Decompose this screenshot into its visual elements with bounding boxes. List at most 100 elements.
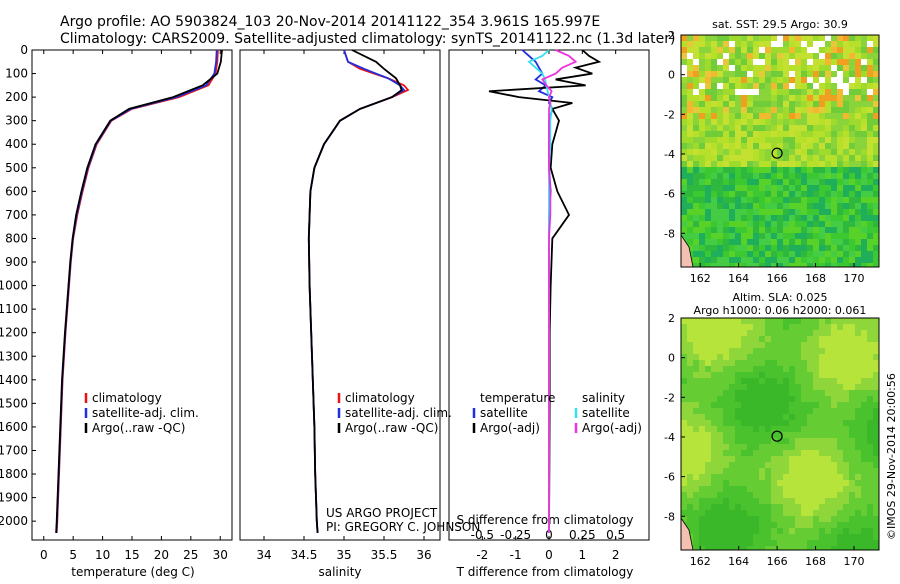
map-cell bbox=[819, 510, 825, 516]
map-cell bbox=[747, 263, 753, 267]
map-cell bbox=[789, 125, 795, 131]
map-cell bbox=[735, 522, 741, 528]
map-y-tick-label: -6 bbox=[664, 188, 675, 201]
map-cell bbox=[855, 468, 861, 474]
map-cell bbox=[795, 444, 801, 450]
map-cell bbox=[741, 396, 747, 402]
map-cell bbox=[867, 77, 873, 83]
map-cell bbox=[819, 522, 825, 528]
map-cell bbox=[759, 546, 765, 550]
map-cell bbox=[813, 77, 819, 83]
map-cell bbox=[753, 510, 759, 516]
map-cell bbox=[801, 450, 807, 456]
map-cell bbox=[681, 378, 687, 384]
map-cell bbox=[741, 251, 747, 257]
map-cell bbox=[717, 251, 723, 257]
map-cell bbox=[765, 420, 771, 426]
map-cell bbox=[717, 336, 723, 342]
map-cell bbox=[729, 462, 735, 468]
map-cell bbox=[729, 155, 735, 161]
map-cell bbox=[783, 95, 789, 101]
map-cell bbox=[759, 179, 765, 185]
map-cell bbox=[681, 215, 687, 221]
map-cell bbox=[849, 408, 855, 414]
map-cell bbox=[705, 209, 711, 215]
map-cell bbox=[831, 324, 837, 330]
map-cell bbox=[825, 492, 831, 498]
map-cell bbox=[687, 360, 693, 366]
y-tick-label: 800 bbox=[5, 231, 28, 245]
map-cell bbox=[747, 149, 753, 155]
map-cell bbox=[825, 143, 831, 149]
map-cell bbox=[729, 510, 735, 516]
map-cell bbox=[753, 59, 759, 65]
map-cell bbox=[831, 336, 837, 342]
map-cell bbox=[789, 137, 795, 143]
map-cell bbox=[843, 77, 849, 83]
map-cell bbox=[825, 546, 831, 550]
map-cell bbox=[855, 504, 861, 510]
map-cell bbox=[765, 468, 771, 474]
map-cell bbox=[747, 257, 753, 263]
map-cell bbox=[723, 125, 729, 131]
map-cell bbox=[837, 324, 843, 330]
map-cell bbox=[873, 161, 879, 167]
map-cell bbox=[753, 492, 759, 498]
map-cell bbox=[867, 185, 873, 191]
map-cell bbox=[699, 173, 705, 179]
map-cell bbox=[747, 107, 753, 113]
map-cell bbox=[747, 540, 753, 546]
map-cell bbox=[843, 468, 849, 474]
map-cell bbox=[735, 456, 741, 462]
map-cell bbox=[753, 209, 759, 215]
map-cell bbox=[837, 77, 843, 83]
map-cell bbox=[735, 143, 741, 149]
map-cell bbox=[765, 438, 771, 444]
map-cell bbox=[765, 95, 771, 101]
map-cell bbox=[723, 372, 729, 378]
map-cell bbox=[753, 173, 759, 179]
map-cell bbox=[705, 342, 711, 348]
map-cell bbox=[795, 462, 801, 468]
map-cell bbox=[753, 372, 759, 378]
map-cell bbox=[837, 59, 843, 65]
map-cell bbox=[777, 161, 783, 167]
map-cell bbox=[681, 41, 687, 47]
map-cell bbox=[747, 396, 753, 402]
map-cell bbox=[705, 480, 711, 486]
map-cell bbox=[819, 480, 825, 486]
map-cell bbox=[711, 468, 717, 474]
map-cell bbox=[873, 191, 879, 197]
map-cell bbox=[699, 155, 705, 161]
map-cell bbox=[777, 540, 783, 546]
map-cell bbox=[705, 456, 711, 462]
map-cell bbox=[735, 149, 741, 155]
map-y-tick-label: -6 bbox=[664, 471, 675, 484]
map-cell bbox=[681, 131, 687, 137]
map-cell bbox=[705, 540, 711, 546]
map-cell bbox=[807, 83, 813, 89]
map-cell bbox=[825, 510, 831, 516]
map-cell bbox=[735, 185, 741, 191]
map-cell bbox=[771, 167, 777, 173]
map-cell bbox=[729, 239, 735, 245]
map-cell bbox=[861, 155, 867, 161]
map-cell bbox=[741, 47, 747, 53]
map-cell bbox=[735, 59, 741, 65]
map-cell bbox=[723, 263, 729, 267]
map-cell bbox=[759, 65, 765, 71]
map-cell bbox=[867, 450, 873, 456]
map-cell bbox=[741, 65, 747, 71]
legend-label: Argo(-adj) bbox=[582, 421, 642, 435]
map-cell bbox=[795, 540, 801, 546]
map-cell bbox=[783, 318, 789, 324]
map-cell bbox=[711, 342, 717, 348]
map-cell bbox=[813, 426, 819, 432]
map-cell bbox=[789, 438, 795, 444]
map-cell bbox=[753, 179, 759, 185]
map-cell bbox=[855, 179, 861, 185]
map-cell bbox=[837, 414, 843, 420]
map-cell bbox=[687, 161, 693, 167]
map-cell bbox=[789, 402, 795, 408]
